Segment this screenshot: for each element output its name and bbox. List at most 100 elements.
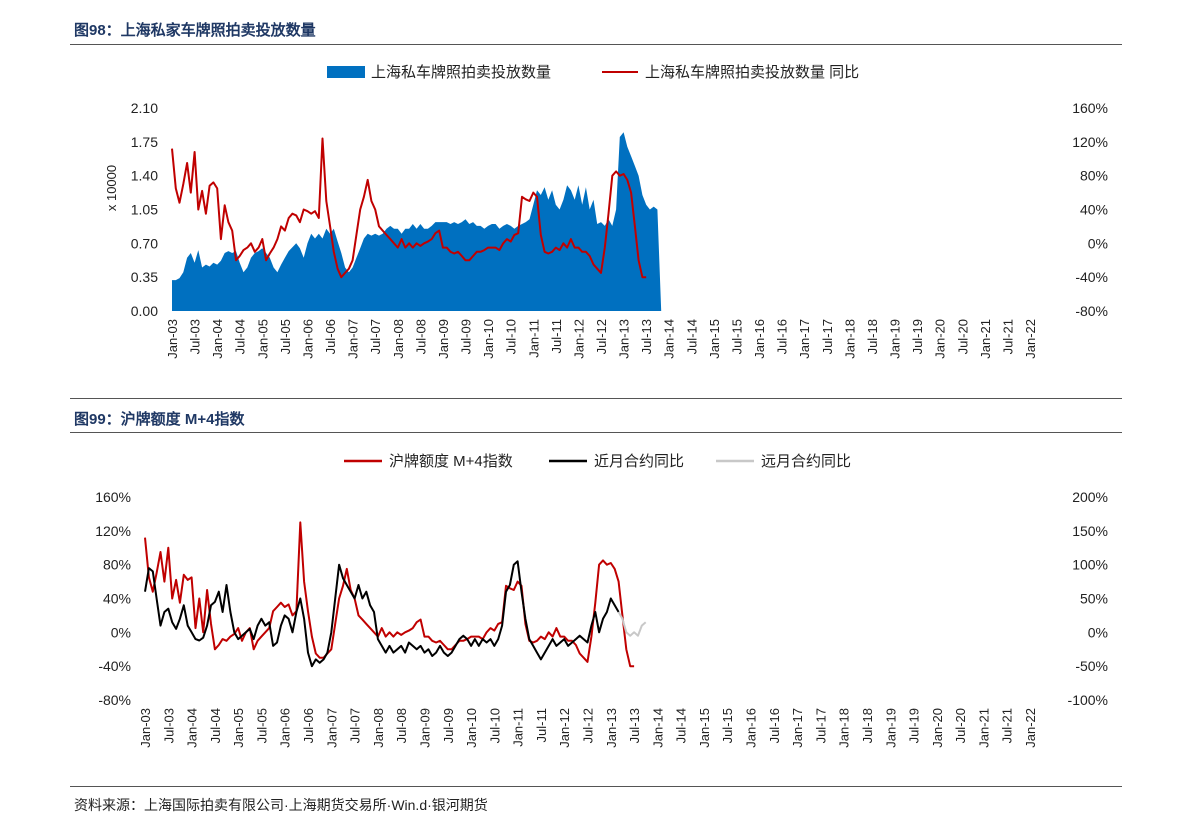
x-tick-label: Jul-19 [910,319,925,354]
series-line-1 [144,560,620,668]
x-tick-label: Jul-15 [729,319,744,354]
x-tick-label: Jan-05 [255,319,270,359]
legend-label-1: 近月合约同比 [594,453,684,470]
x-tick-label: Jan-08 [371,708,386,748]
x-tick-label: Jul-09 [459,319,474,354]
x-tick-label: Jan-12 [557,708,572,748]
y-tick-label-right: 0% [1088,624,1108,640]
y-tick-label-right: 120% [1072,134,1108,150]
x-tick-label: Jan-06 [278,708,293,748]
x-tick-label: Jul-12 [581,708,596,743]
y-tick-label-right: -50% [1075,658,1108,674]
x-tick-label: Jul-21 [1000,708,1015,743]
y-unit-label: x 10000 [104,165,119,211]
x-tick-label: Jul-03 [161,708,176,743]
series-line-2 [617,611,647,637]
x-tick-label: Jul-15 [720,708,735,743]
x-tick-label: Jan-04 [185,708,200,748]
x-tick-label: Jul-13 [639,319,654,354]
x-tick-label: Jan-11 [511,708,526,747]
x-tick-label: Jul-16 [767,708,782,743]
x-tick-label: Jul-14 [684,319,699,354]
x-tick-label: Jan-17 [797,319,812,359]
x-tick-label: Jul-08 [394,708,409,743]
x-tick-label: Jan-12 [571,319,586,359]
x-tick-label: Jul-05 [254,708,269,743]
x-tick-label: Jan-03 [138,708,153,748]
legend-swatch-area [327,66,365,78]
x-tick-label: Jul-20 [953,708,968,743]
x-tick-label: Jan-04 [210,319,225,359]
x-tick-label: Jul-16 [775,319,790,354]
chart-license-supply: 上海私车牌照拍卖投放数量 上海私车牌照拍卖投放数量 同比 x 10000 2.10 1.… [104,64,1108,359]
x-tick-label: Jul-12 [594,319,609,354]
legend-label-area: 上海私车牌照拍卖投放数量 [371,64,551,81]
x-tick-label: Jul-09 [441,708,456,743]
x-tick-label: Jan-18 [837,708,852,748]
x-tick-label: Jul-19 [907,708,922,743]
y-tick-label-right: 40% [1080,202,1108,218]
x-tick-label: Jan-20 [930,708,945,748]
x-tick-label: Jan-08 [391,319,406,359]
x-tick-label: Jan-06 [300,319,315,359]
x-tick-label: Jan-13 [604,708,619,748]
chart-m4-index: 沪牌额度 M+4指数 近月合约同比 远月合约同比 160% 120% 80% 40% 0% -4… [95,453,1108,748]
x-tick-label: Jul-05 [278,319,293,354]
y-tick-label-right: 200% [1072,489,1108,505]
y-tick-label-right: 80% [1080,168,1108,184]
y-tick-label-right: 150% [1072,523,1108,539]
y-tick-label-left: 0% [111,624,131,640]
x-tick-label: Jul-04 [208,708,223,743]
x-tick-label: Jan-22 [1023,708,1038,748]
figure-98-title: 图98：上海私家车牌照拍卖投放数量 [74,22,316,39]
y-tick-label-left: 80% [103,557,131,573]
y-tick-label-right: 50% [1080,591,1108,607]
x-tick-label: Jan-22 [1023,319,1038,359]
x-tick-label: Jan-03 [165,319,180,359]
x-tick-label: Jul-11 [549,319,564,353]
source-note: 资料来源：上海国际拍卖有限公司·上海期货交易所·Win.d·银河期货 [74,797,488,813]
legend-label-2: 远月合约同比 [761,453,851,470]
legend-label-0: 沪牌额度 M+4指数 [389,453,513,470]
y-tick-label-right: 0% [1088,235,1108,251]
x-tick-label: Jul-07 [348,708,363,743]
x-tick-label: Jan-09 [417,708,432,748]
x-tick-label: Jan-09 [436,319,451,359]
y-tick-label-left: 0.00 [131,303,158,319]
y-tick-label-left: 1.05 [131,202,158,218]
title-rule-bottom [70,432,1122,433]
x-tick-label: Jan-14 [650,708,665,748]
y-tick-label-left: 120% [95,523,131,539]
x-tick-label: Jul-08 [413,319,428,354]
x-tick-label: Jan-10 [464,708,479,748]
x-tick-label: Jan-16 [744,708,759,748]
y-tick-label-left: 160% [95,489,131,505]
x-tick-label: Jan-07 [324,708,339,748]
x-tick-label: Jan-05 [231,708,246,748]
x-tick-label: Jul-03 [188,319,203,354]
x-tick-label: Jan-21 [978,319,993,359]
x-tick-label: Jan-18 [842,319,857,359]
x-tick-label: Jan-11 [526,319,541,358]
source-rule [70,786,1122,787]
y-tick-label-right: 160% [1072,100,1108,116]
figure-99-title: 图99：沪牌额度 M+4指数 [74,411,245,428]
x-tick-label: Jan-14 [662,319,677,359]
title-rule-top [70,44,1122,45]
x-tick-label: Jul-11 [534,708,549,742]
series-area-supply [172,132,662,311]
x-tick-label: Jul-18 [860,708,875,743]
x-tick-label: Jul-20 [955,319,970,354]
x-tick-label: Jan-20 [933,319,948,359]
y-tick-label-left: 2.10 [131,100,158,116]
y-tick-label-right: -100% [1068,692,1108,708]
x-tick-label: Jul-17 [813,708,828,743]
x-tick-label: Jul-10 [504,319,519,354]
x-tick-label: Jan-13 [617,319,632,359]
x-tick-label: Jan-19 [888,319,903,359]
x-tick-label: Jan-16 [752,319,767,359]
y-tick-label-right: 100% [1072,557,1108,573]
legend-label-line: 上海私车牌照拍卖投放数量 同比 [645,64,859,81]
x-tick-label: Jul-14 [674,708,689,743]
y-tick-label-left: 1.40 [131,168,158,184]
